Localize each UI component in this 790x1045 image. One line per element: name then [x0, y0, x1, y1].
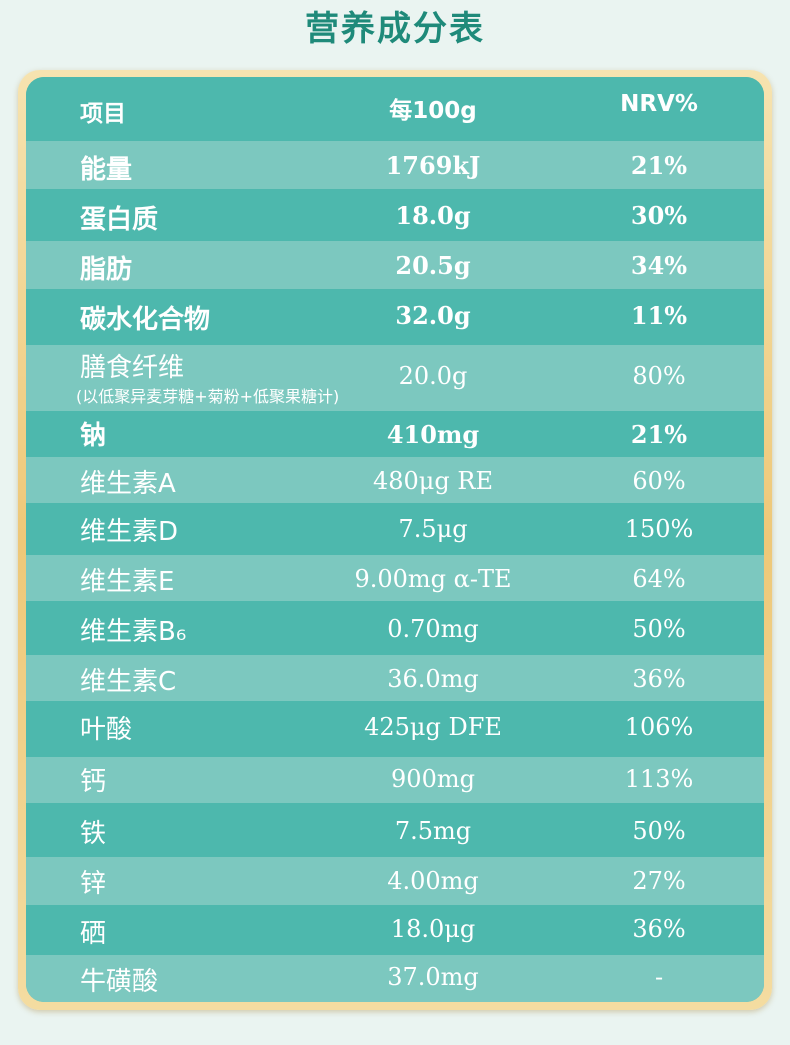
row-name: 钙 — [80, 767, 107, 797]
row-amount: 480μg RE — [373, 467, 493, 495]
row-nrv: 21% — [630, 420, 688, 449]
row-amount: 36.0mg — [387, 665, 479, 693]
row-name: 维生素A — [80, 469, 176, 499]
row-subnote: (以低聚异麦芽糖+菊粉+低聚果糖计) — [76, 387, 340, 406]
header-item: 项目 — [80, 101, 126, 127]
row-name: 膳食纤维 — [80, 353, 185, 383]
table-row: 硒 18.0μg 36% — [26, 905, 764, 955]
table-row: 膳食纤维 (以低聚异麦芽糖+菊粉+低聚果糖计) 20.0g 80% — [26, 345, 764, 411]
row-nrv: 50% — [632, 615, 686, 643]
row-amount: 37.0mg — [387, 963, 479, 991]
row-amount: 410mg — [386, 420, 480, 449]
row-amount: 9.00mg α-TE — [354, 565, 512, 593]
row-name: 锌 — [80, 869, 107, 899]
row-nrv: 80% — [632, 362, 686, 390]
row-nrv: 36% — [632, 915, 686, 943]
row-nrv: 64% — [632, 565, 686, 593]
row-name: 蛋白质 — [80, 205, 159, 235]
row-nrv: 113% — [624, 765, 694, 793]
row-name: 维生素D — [80, 517, 179, 547]
row-nrv: 27% — [632, 867, 686, 895]
table-row: 钙 900mg 113% — [26, 757, 764, 803]
table-row: 能量 1769kJ 21% — [26, 141, 764, 189]
row-amount: 18.0μg — [390, 915, 476, 943]
table-row: 维生素C 36.0mg 36% — [26, 655, 764, 701]
row-nrv: 34% — [630, 251, 688, 280]
table-row: 蛋白质 18.0g 30% — [26, 189, 764, 241]
row-amount: 18.0g — [395, 201, 471, 230]
row-nrv: 21% — [630, 151, 688, 180]
row-nrv: 50% — [632, 817, 686, 845]
row-amount: 32.0g — [395, 301, 471, 330]
table-header: 项目 每100g NRV% — [26, 77, 764, 141]
table-row: 维生素D 7.5μg 150% — [26, 503, 764, 555]
table-row: 维生素A 480μg RE 60% — [26, 457, 764, 503]
row-name: 脂肪 — [80, 255, 133, 285]
table-row: 锌 4.00mg 27% — [26, 857, 764, 905]
row-name: 钠 — [80, 421, 107, 451]
table-row: 牛磺酸 37.0mg - — [26, 955, 764, 1002]
table-row: 维生素B₆ 0.70mg 50% — [26, 601, 764, 655]
table-row: 维生素E 9.00mg α-TE 64% — [26, 555, 764, 601]
row-name: 维生素E — [80, 567, 175, 597]
row-nrv: 30% — [630, 201, 688, 230]
row-amount: 900mg — [391, 765, 475, 793]
row-name: 能量 — [80, 155, 133, 185]
row-amount: 425μg DFE — [364, 713, 502, 741]
row-amount: 1769kJ — [385, 151, 481, 180]
row-name: 硒 — [80, 919, 107, 949]
row-name: 维生素B₆ — [80, 617, 187, 647]
row-name: 碳水化合物 — [80, 305, 211, 335]
row-nrv: 150% — [624, 515, 694, 543]
row-name: 叶酸 — [80, 715, 133, 745]
row-name: 维生素C — [80, 667, 177, 697]
row-name: 牛磺酸 — [80, 967, 159, 997]
row-amount: 0.70mg — [387, 615, 479, 643]
table-row: 叶酸 425μg DFE 106% — [26, 701, 764, 757]
row-nrv: 60% — [632, 467, 686, 495]
row-amount: 20.5g — [395, 251, 471, 280]
row-name: 铁 — [80, 819, 107, 849]
table-row: 铁 7.5mg 50% — [26, 803, 764, 857]
table-row: 钠 410mg 21% — [26, 411, 764, 457]
row-amount: 7.5mg — [394, 817, 472, 845]
header-nrv: NRV% — [620, 91, 698, 117]
table-row: 碳水化合物 32.0g 11% — [26, 289, 764, 345]
nutrition-table: 项目 每100g NRV% 能量 1769kJ 21% 蛋白质 18.0g 30… — [26, 77, 764, 1002]
row-amount: 7.5μg — [398, 515, 468, 543]
row-nrv: - — [654, 963, 664, 991]
row-nrv: 106% — [624, 713, 694, 741]
row-nrv: 11% — [630, 301, 688, 330]
row-amount: 4.00mg — [387, 867, 479, 895]
header-per100g: 每100g — [389, 98, 477, 124]
row-amount: 20.0g — [398, 362, 468, 390]
row-nrv: 36% — [632, 665, 686, 693]
table-row: 脂肪 20.5g 34% — [26, 241, 764, 289]
page-title: 营养成分表 — [305, 9, 485, 49]
